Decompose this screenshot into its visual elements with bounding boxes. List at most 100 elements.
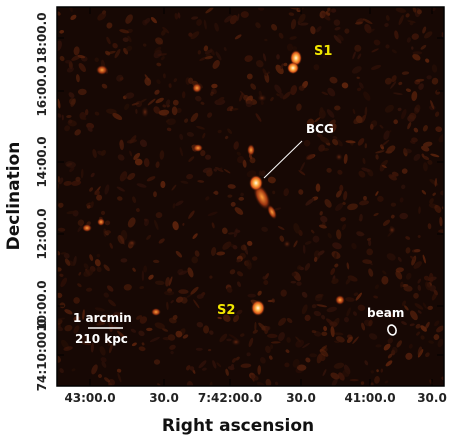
noise-speckle: [356, 87, 362, 92]
noise-speckle: [254, 321, 257, 331]
noise-speckle: [335, 336, 345, 343]
noise-speckle: [434, 320, 440, 327]
noise-speckle: [317, 250, 325, 256]
noise-speckle: [184, 118, 189, 123]
noise-speckle: [425, 352, 430, 358]
noise-speckle: [385, 44, 390, 49]
noise-speckle: [139, 286, 145, 290]
noise-speckle: [232, 245, 238, 250]
noise-speckle: [119, 171, 128, 182]
noise-speckle: [131, 342, 137, 347]
noise-speckle: [417, 278, 422, 284]
noise-speckle: [330, 8, 337, 13]
beam-label: beam: [367, 306, 404, 320]
noise-speckle: [358, 217, 363, 222]
noise-speckle: [295, 339, 305, 348]
noise-speckle: [57, 326, 63, 332]
noise-speckle: [161, 29, 166, 36]
noise-speckle: [375, 191, 379, 196]
noise-speckle: [69, 166, 75, 173]
noise-speckle: [130, 328, 137, 333]
noise-speckle: [310, 229, 315, 234]
noise-speckle: [211, 247, 217, 256]
noise-speckle: [367, 239, 372, 247]
noise-speckle: [136, 183, 147, 188]
noise-speckle: [324, 199, 332, 208]
noise-speckle: [334, 26, 341, 31]
noise-speckle: [146, 327, 153, 332]
noise-speckle: [438, 229, 444, 234]
y-axis-title: Declination: [4, 142, 24, 251]
noise-speckle: [358, 170, 366, 178]
noise-speckle: [73, 297, 80, 304]
noise-speckle: [136, 315, 143, 320]
noise-speckle: [343, 317, 350, 323]
noise-speckle: [117, 196, 123, 201]
noise-speckle: [64, 324, 73, 332]
noise-speckle: [298, 189, 304, 195]
noise-speckle: [135, 100, 143, 108]
noise-speckle: [352, 51, 356, 60]
noise-speckle: [298, 85, 305, 91]
noise-speckle: [186, 173, 194, 180]
noise-speckle: [244, 55, 253, 62]
noise-speckle: [391, 75, 397, 83]
x-tick-label: 43:00.0: [64, 391, 115, 405]
noise-speckle: [96, 322, 106, 326]
noise-speckle: [405, 247, 411, 254]
noise-speckle: [229, 269, 236, 275]
noise-speckle: [368, 333, 378, 340]
noise-speckle: [417, 235, 421, 238]
noise-speckle: [157, 383, 161, 386]
noise-speckle: [162, 73, 166, 79]
noise-speckle: [319, 107, 324, 113]
noise-speckle: [191, 256, 199, 264]
noise-speckle: [135, 208, 140, 213]
noise-speckle: [405, 13, 410, 18]
noise-speckle: [332, 138, 339, 146]
noise-speckle: [329, 76, 338, 84]
noise-speckle: [112, 42, 118, 49]
noise-speckle: [385, 150, 393, 154]
noise-speckle: [112, 113, 123, 120]
faint-source: [231, 338, 241, 346]
noise-speckle: [188, 156, 195, 162]
noise-speckle: [267, 333, 278, 339]
noise-speckle: [248, 337, 254, 348]
bcg-north-knot: [247, 144, 255, 156]
noise-speckle: [153, 106, 161, 114]
noise-speckle: [205, 7, 214, 14]
noise-speckle: [437, 338, 444, 348]
noise-speckle: [296, 364, 307, 371]
noise-speckle: [246, 73, 253, 80]
noise-speckle: [201, 367, 207, 371]
noise-speckle: [355, 292, 363, 301]
x-tick-label: 30.0: [286, 391, 316, 405]
noise-speckle: [328, 119, 336, 128]
noise-speckle: [381, 164, 387, 169]
noise-speckle: [195, 95, 202, 102]
noise-speckle: [139, 316, 148, 324]
noise-speckle: [401, 168, 408, 174]
noise-speckle: [180, 180, 189, 184]
noise-speckle: [105, 50, 116, 55]
noise-speckle: [422, 26, 427, 34]
noise-speckle: [94, 190, 100, 196]
noise-speckle: [304, 240, 312, 245]
noise-speckle: [411, 91, 418, 102]
noise-speckle: [162, 104, 167, 108]
noise-speckle: [77, 219, 85, 226]
noise-speckle: [327, 233, 332, 239]
noise-speckle: [413, 153, 421, 161]
noise-speckle: [207, 112, 213, 118]
noise-speckle: [175, 330, 183, 338]
noise-speckle: [73, 46, 80, 56]
noise-speckle: [144, 74, 150, 82]
noise-speckle: [125, 14, 133, 24]
noise-speckle: [57, 227, 66, 232]
noise-speckle: [153, 259, 160, 264]
noise-speckle: [357, 138, 365, 146]
noise-speckle: [407, 122, 412, 130]
noise-speckle: [134, 158, 143, 166]
noise-speckle: [94, 307, 105, 312]
